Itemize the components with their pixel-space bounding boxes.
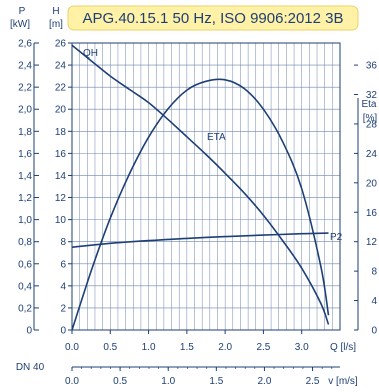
head-tick-label: 4	[60, 281, 66, 292]
labels: 0 0,2 0,4 0,6 0,8 1,0 1,2 1,4 1,6 1,8 2,0 2,2 2,4 2,6…	[10, 6, 377, 387]
head-tick-label: 6	[60, 259, 66, 270]
plot-frame	[71, 42, 341, 331]
title-banner	[67, 5, 359, 31]
axes	[33, 42, 359, 371]
velocity-tick-label: 2.0	[257, 376, 271, 387]
power-tick-label: 1,2	[18, 193, 32, 204]
head-tick-label: 24	[55, 61, 67, 72]
velocity-tick-label: 1.0	[161, 376, 175, 387]
velocity-tick-label: 1.5	[209, 376, 223, 387]
power-tick-label: 2,4	[18, 61, 32, 72]
eta-tick-label: 0	[371, 326, 377, 337]
q-axis-unit: Q [l/s]	[330, 342, 356, 353]
head-tick-label: 18	[55, 127, 67, 138]
power-tick-label: 0,8	[18, 237, 32, 248]
power-tick-label: 1,8	[18, 127, 32, 138]
power-tick-label: 2,2	[18, 83, 32, 94]
q-tick-label: 3.0	[295, 342, 309, 353]
series-curve-qh	[71, 44, 330, 325]
eta-tick-label: 36	[366, 61, 378, 72]
head-axis-unit: [m]	[49, 19, 63, 30]
head-tick-label: 8	[60, 237, 66, 248]
head-tick-label: 16	[55, 149, 67, 160]
power-tick-label: 0	[26, 326, 32, 337]
head-tick-label: 22	[55, 83, 67, 94]
eta-tick-label: 28	[366, 119, 378, 130]
velocity-tick-label: 0.0	[65, 376, 79, 387]
power-axis-symbol: P	[19, 6, 26, 17]
head-tick-label: 0	[60, 326, 66, 337]
series-curve-p2	[71, 232, 329, 248]
q-tick-label: 2.5	[256, 342, 270, 353]
q-tick-label: 1.5	[180, 342, 194, 353]
series-label-p2: P2	[330, 232, 343, 243]
eta-tick-label: 32	[366, 90, 378, 101]
power-tick-label: 2,6	[18, 39, 32, 50]
head-tick-label: 20	[55, 105, 67, 116]
eta-tick-label: 8	[371, 267, 377, 278]
eta-tick-label: 12	[366, 237, 378, 248]
power-tick-label: 0,6	[18, 259, 32, 270]
power-tick-label: 2,0	[18, 105, 32, 116]
power-tick-label: 0,2	[18, 303, 32, 314]
velocity-tick-label: 0.5	[113, 376, 127, 387]
power-axis-unit: [kW]	[10, 19, 30, 30]
power-tick-label: 1,4	[18, 171, 32, 182]
power-tick-label: 0,4	[18, 281, 32, 292]
eta-axis-symbol: Eta	[361, 99, 376, 110]
q-tick-label: 0.5	[103, 342, 117, 353]
eta-tick-label: 24	[366, 149, 378, 160]
velocity-axis-unit: v [m/s]	[328, 376, 358, 387]
eta-tick-label: 16	[366, 208, 378, 219]
head-tick-label: 2	[60, 303, 66, 314]
q-tick-label: 0.0	[65, 342, 79, 353]
q-tick-label: 2.0	[218, 342, 232, 353]
velocity-axis-name: DN 40	[16, 362, 45, 373]
velocity-tick-label: 2.5	[306, 376, 320, 387]
power-tick-label: 1,6	[18, 149, 32, 160]
eta-axis-unit: [%]	[363, 113, 378, 124]
eta-tick-label: 4	[371, 296, 377, 307]
head-tick-label: 26	[55, 39, 67, 50]
q-tick-label: 1.0	[142, 342, 156, 353]
chart-title: APG.40.15.1 50 Hz, ISO 9906:2012 3B	[82, 10, 343, 27]
series-curve-eta	[71, 78, 330, 331]
power-tick-label: 1,0	[18, 215, 32, 226]
series-label-qh: QH	[83, 48, 98, 59]
series	[71, 44, 330, 331]
head-tick-label: 14	[55, 171, 67, 182]
head-tick-label: 12	[55, 193, 67, 204]
head-axis-symbol: H	[52, 6, 59, 17]
grid	[71, 42, 341, 331]
eta-tick-label: 20	[366, 178, 378, 189]
head-tick-label: 10	[55, 215, 67, 226]
series-label-eta: ETA	[207, 132, 226, 143]
